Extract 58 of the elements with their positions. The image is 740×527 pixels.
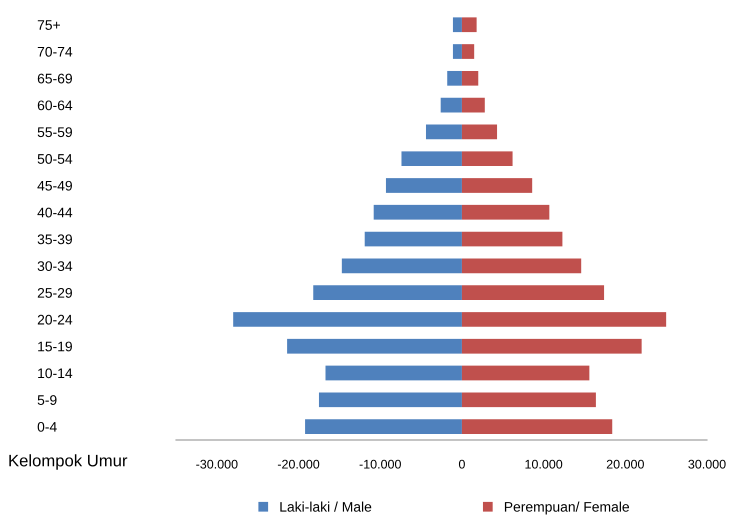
y-tick-label: 5-9 <box>38 395 57 405</box>
bar <box>364 232 462 246</box>
y-tick-label: 10-14 <box>38 368 72 378</box>
x-tick-label: 20.000 <box>606 460 644 469</box>
y-tick-label: 55-59 <box>38 127 72 138</box>
bar <box>374 204 462 220</box>
bar <box>342 258 462 274</box>
bar <box>287 338 462 354</box>
y-tick-label: 15-19 <box>38 342 72 352</box>
bar <box>462 312 666 327</box>
bar <box>426 124 462 140</box>
x-tick-label: 0 <box>458 460 465 469</box>
bar <box>401 151 462 166</box>
bar <box>462 232 562 246</box>
x-tick-label: -10.000 <box>360 460 401 469</box>
bar <box>462 392 596 408</box>
bar <box>447 70 462 86</box>
bar <box>233 312 462 327</box>
legend-label: Perempuan/ Female <box>504 502 630 514</box>
bar <box>386 178 462 193</box>
bar <box>325 366 462 380</box>
y-tick-label: 0-4 <box>38 422 57 432</box>
bar <box>305 419 462 434</box>
bar <box>462 98 485 112</box>
y-tick-label: 35-39 <box>38 234 72 244</box>
x-tick-label: -30.000 <box>196 460 238 469</box>
bar <box>462 419 612 434</box>
bar <box>440 98 462 112</box>
y-tick-label: 70-74 <box>38 46 72 57</box>
legend-label: Laki-laki / Male <box>280 502 372 512</box>
y-tick-label: 20-24 <box>38 314 72 325</box>
y-tick-label: 40-44 <box>37 208 72 218</box>
bar <box>462 258 582 274</box>
y-tick-label: 60-64 <box>38 100 72 110</box>
bar <box>462 204 550 220</box>
y-tick-label: 25-29 <box>38 288 72 298</box>
bar <box>452 17 462 32</box>
bar <box>318 392 462 408</box>
x-tick-label: -20.000 <box>278 460 320 469</box>
bar <box>462 178 532 193</box>
y-tick-label: 45-49 <box>37 180 72 191</box>
bar <box>313 285 462 300</box>
y-tick-label: 50-54 <box>38 154 72 164</box>
y-axis-title: Kelompok Umur <box>9 454 128 470</box>
y-tick-label: 65-69 <box>38 74 72 84</box>
bar <box>462 338 642 354</box>
bar <box>462 124 498 140</box>
y-tick-label: 30-34 <box>38 261 72 272</box>
bar <box>462 151 513 166</box>
bar <box>462 70 478 86</box>
bar <box>462 44 474 59</box>
x-tick-label: 10.000 <box>525 460 562 469</box>
bar <box>462 366 590 380</box>
bar <box>452 44 462 59</box>
x-tick-label: 30.000 <box>688 460 726 469</box>
bar <box>462 17 477 32</box>
bar <box>462 285 604 300</box>
y-tick-label: 75+ <box>38 20 60 30</box>
